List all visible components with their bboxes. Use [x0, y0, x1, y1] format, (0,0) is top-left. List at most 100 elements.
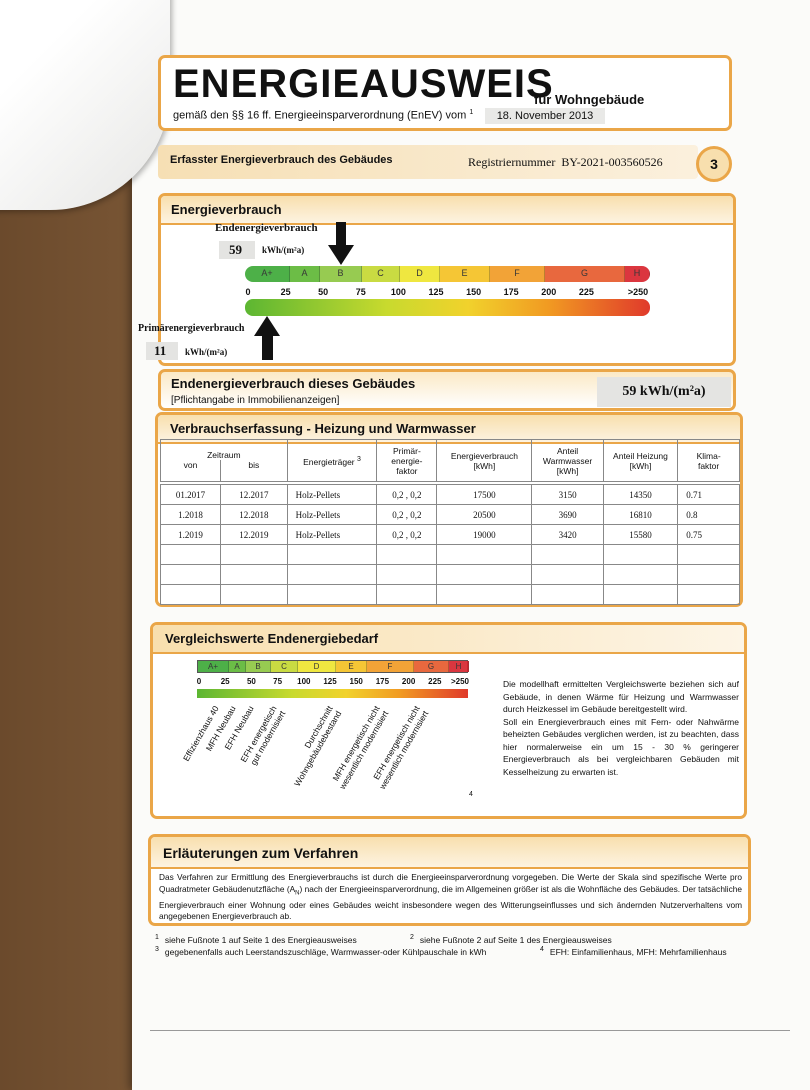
data-cell: 20500 — [436, 504, 533, 525]
data-cell: 0,2 , 0,2 — [376, 484, 438, 505]
data-cell: 3690 — [531, 504, 604, 525]
footnote-number: 1 — [155, 934, 159, 941]
section-title: Endenergieverbrauch dieses Gebäudes — [171, 376, 416, 391]
empty-cell — [677, 584, 740, 605]
building-box: Endenergieverbrauch dieses Gebäudes [Pfl… — [158, 369, 736, 411]
title: ENERGIEAUSWEIS — [173, 62, 554, 106]
data-cell: 0,2 , 0,2 — [376, 504, 438, 525]
scale-tick-label: 125 — [323, 677, 337, 686]
empty-cell — [286, 544, 378, 565]
scale-tick-label: 25 — [220, 677, 230, 686]
date: 18. November 2013 — [485, 108, 605, 124]
empty-cell — [677, 564, 740, 585]
energy-class: H — [625, 266, 650, 282]
arrow-shaft — [336, 222, 346, 246]
empty-cell — [436, 564, 533, 585]
data-cell: 1.2019 — [160, 524, 221, 545]
footnote-text: gegebenenfalls auch Leerstandszuschläge,… — [164, 946, 487, 957]
consumption-box: Verbrauchserfassung - Heizung und Warmwa… — [155, 412, 743, 607]
energy-class: G — [545, 266, 625, 282]
consumption-table: Zeitraum Energieträger 3 Primär- energie- … — [160, 439, 740, 605]
energy-class: A — [229, 661, 246, 672]
section-title: Energieverbrauch — [171, 202, 282, 217]
end-value: 59 — [219, 241, 255, 259]
data-cell: 17500 — [436, 484, 533, 505]
energy-class: G — [414, 661, 449, 672]
scale-tick-label: >250 — [627, 287, 649, 297]
energy-class: E — [336, 661, 367, 672]
energy-class: H — [449, 661, 469, 672]
data-cell: 19000 — [436, 524, 533, 545]
empty-cell — [160, 564, 221, 585]
footnote-number: 4 — [540, 946, 544, 953]
header-text: Energieträger — [303, 456, 355, 467]
header-cell: von — [160, 459, 221, 482]
scale-tick-label: 125 — [428, 287, 444, 297]
empty-cell — [160, 584, 221, 605]
footnote-number: 3 — [155, 946, 159, 953]
section-title: Verbrauchserfassung - Heizung und Warmwa… — [170, 421, 476, 436]
class-scale: A+ A B C D E F G H — [245, 266, 650, 282]
scale-tick-label: 200 — [541, 287, 557, 297]
paragraph: Soll ein Energieverbrauch eines mit Fern… — [503, 716, 739, 777]
energy-class: A+ — [198, 661, 229, 672]
scale-tick-label: 225 — [578, 287, 594, 297]
header-text: Anteil Heizung [kWh] — [613, 450, 668, 471]
footnote-ref: 1 — [469, 109, 474, 116]
data-cell: 12.2019 — [219, 524, 288, 545]
data-cell: 12.2018 — [219, 504, 288, 525]
empty-cell — [219, 564, 288, 585]
energy-class: F — [367, 661, 414, 672]
energy-class: D — [298, 661, 336, 672]
header-cell: Anteil Warmwasser [kWh] — [531, 439, 604, 482]
energy-class: C — [271, 661, 298, 672]
data-cell: 3420 — [531, 524, 604, 545]
scale-tick-label: 150 — [349, 677, 363, 686]
data-row: 01.2017 12.2017 Holz-Pellets 0,2 , 0,2 17500… — [160, 484, 740, 505]
header-cell: Energieträger 3 — [286, 439, 378, 482]
data-cell: 0.71 — [677, 484, 740, 505]
data-cell: 14350 — [602, 484, 679, 505]
end-label: Endenergieverbrauch — [215, 222, 318, 234]
empty-cell — [602, 584, 679, 605]
section-title: Erläuterungen zum Verfahren — [163, 845, 359, 861]
energy-class: B — [246, 661, 271, 672]
header-cell: Energieverbrauch [kWh] — [436, 439, 533, 482]
scale-tick-label: 100 — [390, 287, 406, 297]
note: [Pflichtangabe in Immobilienanzeigen] — [171, 395, 340, 406]
end-unit: kWh/(m²a) — [262, 245, 305, 255]
scale-tick-label: 100 — [297, 677, 311, 686]
empty-cell — [436, 584, 533, 605]
basis: gemäß den §§ 16 ff. Energieeinsparverord… — [173, 109, 473, 122]
scale-tick-label: 50 — [246, 677, 256, 686]
energy-class: A+ — [245, 266, 290, 282]
empty-cell — [531, 564, 604, 585]
empty-cell — [376, 584, 438, 605]
data-row: 1.2019 12.2019 Holz-Pellets 0,2 , 0,2 19000 3… — [160, 524, 740, 545]
header-cell: Anteil Heizung [kWh] — [602, 439, 679, 482]
footnotes: 1 siehe Fußnote 1 auf Seite 1 des Energie… — [155, 934, 745, 974]
footnote-number: 2 — [410, 934, 414, 941]
data-cell: 12.2017 — [219, 484, 288, 505]
scale-tick-label: 225 — [428, 677, 442, 686]
footnote: 4 EFH: Einfamilienhaus, MFH: Mehrfamilien… — [540, 946, 727, 957]
scale-tick-label: 75 — [355, 287, 366, 297]
empty-cell — [286, 564, 378, 585]
header-cell: Klima- faktor — [677, 439, 740, 482]
data-cell: Holz-Pellets — [286, 484, 378, 505]
header-cell: Primär- energie- faktor — [376, 439, 438, 482]
building-value: 59 kWh/(m²a) — [597, 377, 731, 407]
data-cell: Holz-Pellets — [286, 524, 378, 545]
footnote: 3 gegebenenfalls auch Leerstandszuschläge… — [155, 946, 486, 957]
energy-class: C — [362, 266, 400, 282]
registration: Registriernummer BY-2021-003560526 — [468, 155, 663, 170]
data-cell: 0.75 — [677, 524, 740, 545]
reference-scale — [197, 689, 468, 698]
explanation-box: Erläuterungen zum Verfahren Das Verfahre… — [148, 834, 751, 926]
comparison-text: Die modellhaft ermittelten Vergleichswer… — [503, 678, 739, 778]
scale-tick-label: >250 — [450, 677, 470, 686]
header-text: Klima- faktor — [696, 450, 721, 471]
primary-label: Primärenergieverbrauch — [138, 323, 245, 334]
energy-class: F — [490, 266, 545, 282]
